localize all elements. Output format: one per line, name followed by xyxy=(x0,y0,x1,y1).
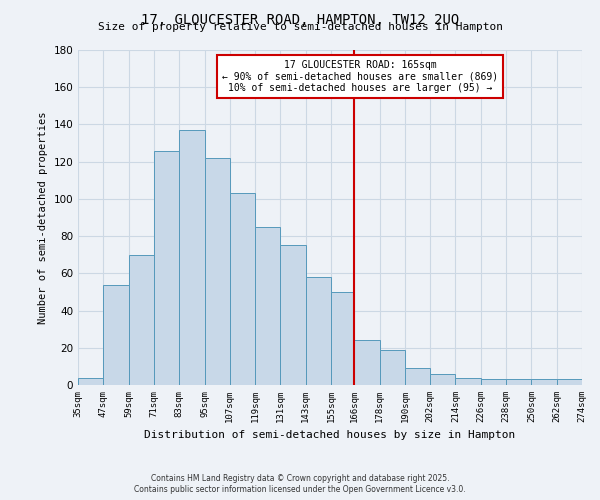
Bar xyxy=(405,368,430,385)
Bar xyxy=(380,350,405,385)
Bar xyxy=(506,380,532,385)
Bar xyxy=(331,292,354,385)
Bar xyxy=(103,284,128,385)
Bar xyxy=(430,374,455,385)
Bar xyxy=(179,130,205,385)
Bar xyxy=(154,150,179,385)
Y-axis label: Number of semi-detached properties: Number of semi-detached properties xyxy=(38,112,48,324)
Bar xyxy=(354,340,380,385)
Bar xyxy=(306,277,331,385)
Bar xyxy=(280,246,306,385)
Text: 17, GLOUCESTER ROAD, HAMPTON, TW12 2UQ: 17, GLOUCESTER ROAD, HAMPTON, TW12 2UQ xyxy=(141,12,459,26)
Bar xyxy=(455,378,481,385)
Text: Contains HM Land Registry data © Crown copyright and database right 2025.
Contai: Contains HM Land Registry data © Crown c… xyxy=(134,474,466,494)
X-axis label: Distribution of semi-detached houses by size in Hampton: Distribution of semi-detached houses by … xyxy=(145,430,515,440)
Bar xyxy=(557,380,582,385)
Bar xyxy=(481,380,506,385)
Bar xyxy=(532,380,557,385)
Text: Size of property relative to semi-detached houses in Hampton: Size of property relative to semi-detach… xyxy=(97,22,503,32)
Bar xyxy=(255,227,280,385)
Bar xyxy=(230,194,255,385)
Bar xyxy=(205,158,230,385)
Text: 17 GLOUCESTER ROAD: 165sqm
← 90% of semi-detached houses are smaller (869)
10% o: 17 GLOUCESTER ROAD: 165sqm ← 90% of semi… xyxy=(222,60,499,93)
Bar xyxy=(128,254,154,385)
Bar xyxy=(78,378,103,385)
